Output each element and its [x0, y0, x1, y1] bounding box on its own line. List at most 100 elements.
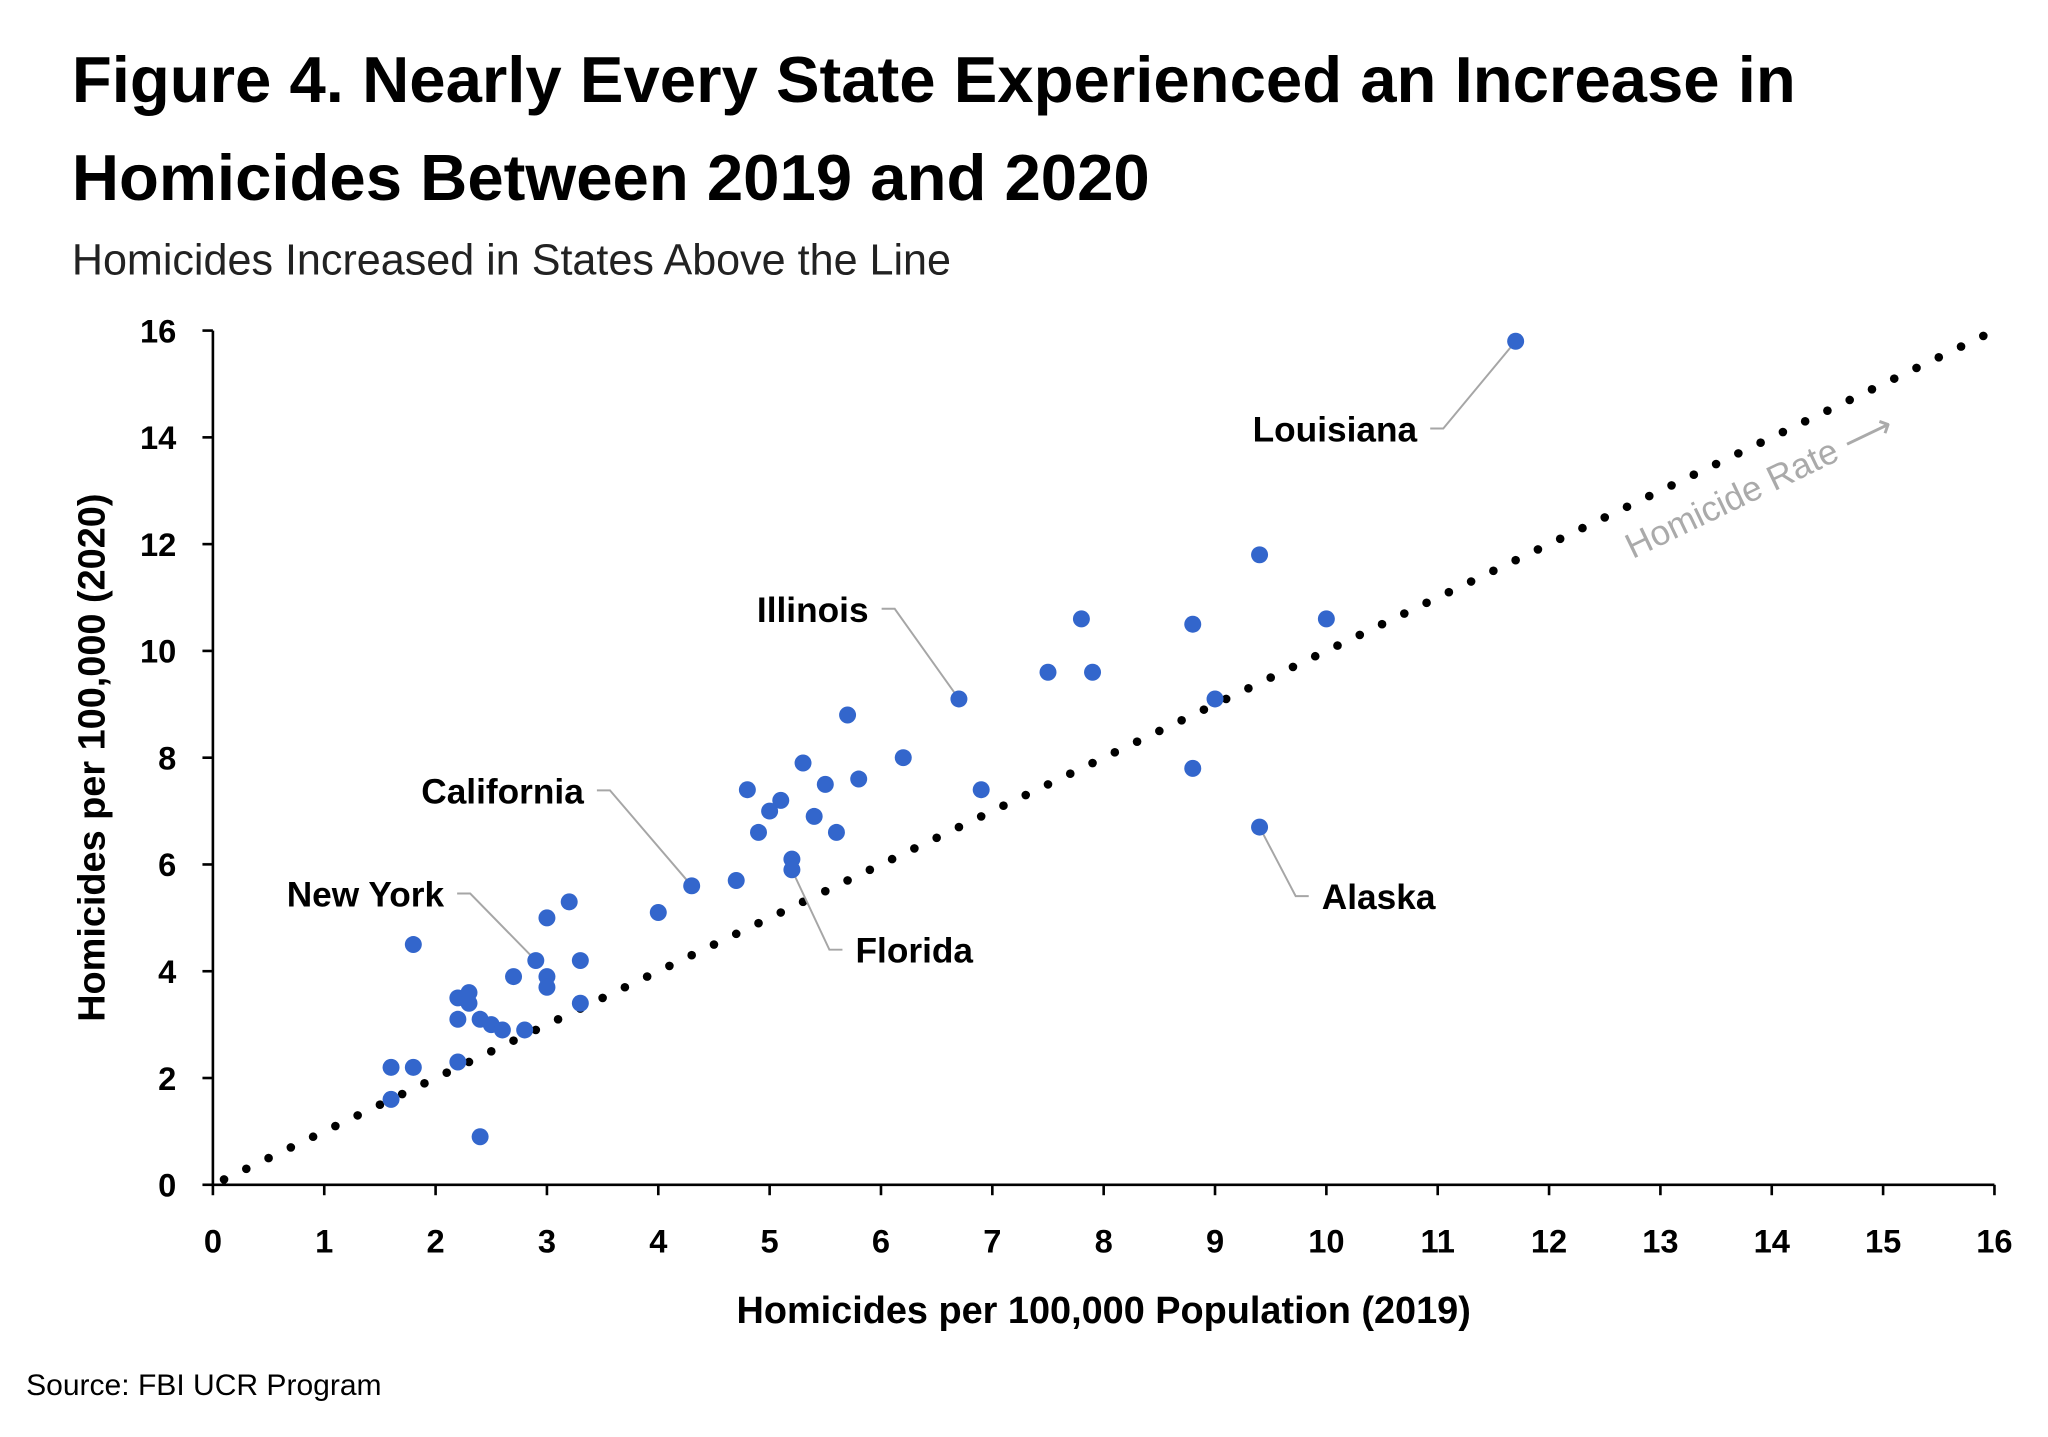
reference-line-dot	[1600, 513, 1610, 522]
annotation-label: Alaska	[1322, 878, 1436, 917]
data-point	[827, 823, 845, 841]
reference-line-dot	[887, 854, 897, 864]
x-axis-label: Homicides per 100,000 Population (2019)	[737, 1290, 1471, 1332]
reference-line-dot	[286, 1143, 296, 1152]
reference-line-dot	[1800, 417, 1810, 426]
reference-line-dot	[397, 1089, 407, 1099]
reference-line-dot	[642, 972, 652, 981]
x-tick-label: 0	[204, 1223, 222, 1260]
reference-line-dot	[1867, 384, 1877, 394]
data-point	[727, 871, 745, 889]
annotation-leader-line	[457, 892, 537, 962]
source-note: Source: FBI UCR Program	[26, 1369, 381, 1402]
reference-line-dot	[375, 1100, 385, 1110]
reference-line-dot	[1088, 758, 1097, 768]
reference-line-dot	[308, 1132, 318, 1142]
data-point	[950, 690, 968, 708]
reference-line-dot	[620, 982, 630, 992]
reference-line-dot	[1533, 545, 1543, 554]
data-point	[1251, 818, 1269, 836]
chart-title-line-1: Figure 4. Nearly Every State Experienced…	[72, 43, 1796, 116]
reference-line-dot	[1422, 598, 1431, 608]
data-point	[816, 775, 834, 793]
reference-line-dot	[1466, 577, 1476, 586]
reference-line-dot	[1689, 470, 1699, 480]
annotation-leader-line	[596, 789, 693, 887]
x-tick-label: 11	[1420, 1223, 1455, 1260]
x-tick-label: 13	[1642, 1223, 1678, 1260]
reference-line-dot	[420, 1079, 429, 1088]
reference-line-dot	[954, 822, 964, 832]
reference-line-dot	[1021, 790, 1031, 800]
data-point	[761, 802, 779, 820]
data-point	[1084, 663, 1102, 681]
data-point	[538, 909, 556, 927]
data-point	[894, 749, 912, 767]
y-tick-label: 6	[158, 846, 176, 883]
reference-line-dot	[1622, 502, 1632, 512]
annotation-leader-line	[1258, 826, 1309, 898]
y-tick-label: 0	[158, 1167, 176, 1204]
data-point	[649, 904, 667, 921]
chart-title-line-2: Homicides Between 2019 and 2020	[72, 141, 1150, 214]
data-point	[1206, 690, 1224, 708]
reference-line-dot	[1489, 566, 1498, 576]
data-point	[382, 1058, 400, 1076]
data-point	[1251, 546, 1269, 564]
annotations: Louisiana Illinois California New York Flori…	[287, 340, 1517, 971]
data-point	[493, 1021, 511, 1039]
reference-line-dot	[1266, 673, 1276, 682]
data-point	[516, 1021, 534, 1039]
data-point	[772, 791, 790, 809]
data-point	[571, 994, 589, 1012]
data-point	[805, 807, 823, 825]
reference-line-dot	[464, 1057, 474, 1067]
reference-line-dot	[1956, 342, 1966, 351]
data-point	[449, 1010, 467, 1028]
reference-line-dot	[1444, 587, 1454, 597]
reference-line-dot	[1756, 438, 1765, 448]
annotation-leader-line	[791, 869, 843, 951]
data-point	[1507, 332, 1525, 350]
reference-line-dot	[442, 1068, 452, 1077]
y-tick-label: 10	[140, 633, 176, 670]
reference-line-dot	[709, 940, 719, 949]
data-point	[404, 1058, 422, 1076]
reference-line-dot	[1734, 449, 1743, 458]
reference-line-dot	[598, 993, 607, 1003]
reference-line-dot	[1934, 352, 1944, 362]
annotation-label: Illinois	[757, 591, 869, 630]
data-point	[1317, 610, 1335, 628]
data-point	[750, 823, 767, 841]
x-tick-label: 12	[1531, 1223, 1567, 1260]
reference-line-dot	[264, 1153, 273, 1163]
data-point	[404, 936, 422, 954]
data-point	[850, 770, 868, 788]
reference-line-dot	[1778, 427, 1788, 437]
reference-line-dot	[1578, 523, 1587, 533]
data-point	[538, 978, 556, 996]
x-tick-label: 8	[1095, 1223, 1113, 1260]
reference-line-dot	[1199, 705, 1209, 714]
data-point	[1039, 663, 1057, 681]
reference-line-dot	[509, 1036, 518, 1045]
annotation-label: Louisiana	[1253, 411, 1418, 450]
data-point	[1072, 610, 1090, 628]
data-point	[794, 754, 812, 772]
x-tick-label: 5	[761, 1223, 779, 1260]
reference-line-dot	[1889, 374, 1899, 383]
annotation-leader-line	[1430, 340, 1517, 430]
x-tick-label: 6	[872, 1223, 890, 1260]
data-point	[738, 781, 756, 799]
data-point	[683, 877, 701, 895]
annotation-label: New York	[287, 876, 445, 915]
reference-line-dot	[353, 1111, 362, 1120]
data-points	[382, 332, 1525, 1146]
reference-line-dot	[1845, 395, 1855, 405]
data-point	[560, 893, 578, 911]
reference-line-dot	[932, 833, 941, 843]
y-tick-label: 12	[140, 526, 176, 563]
data-point	[1184, 615, 1202, 633]
x-tick-label: 7	[983, 1223, 1001, 1260]
